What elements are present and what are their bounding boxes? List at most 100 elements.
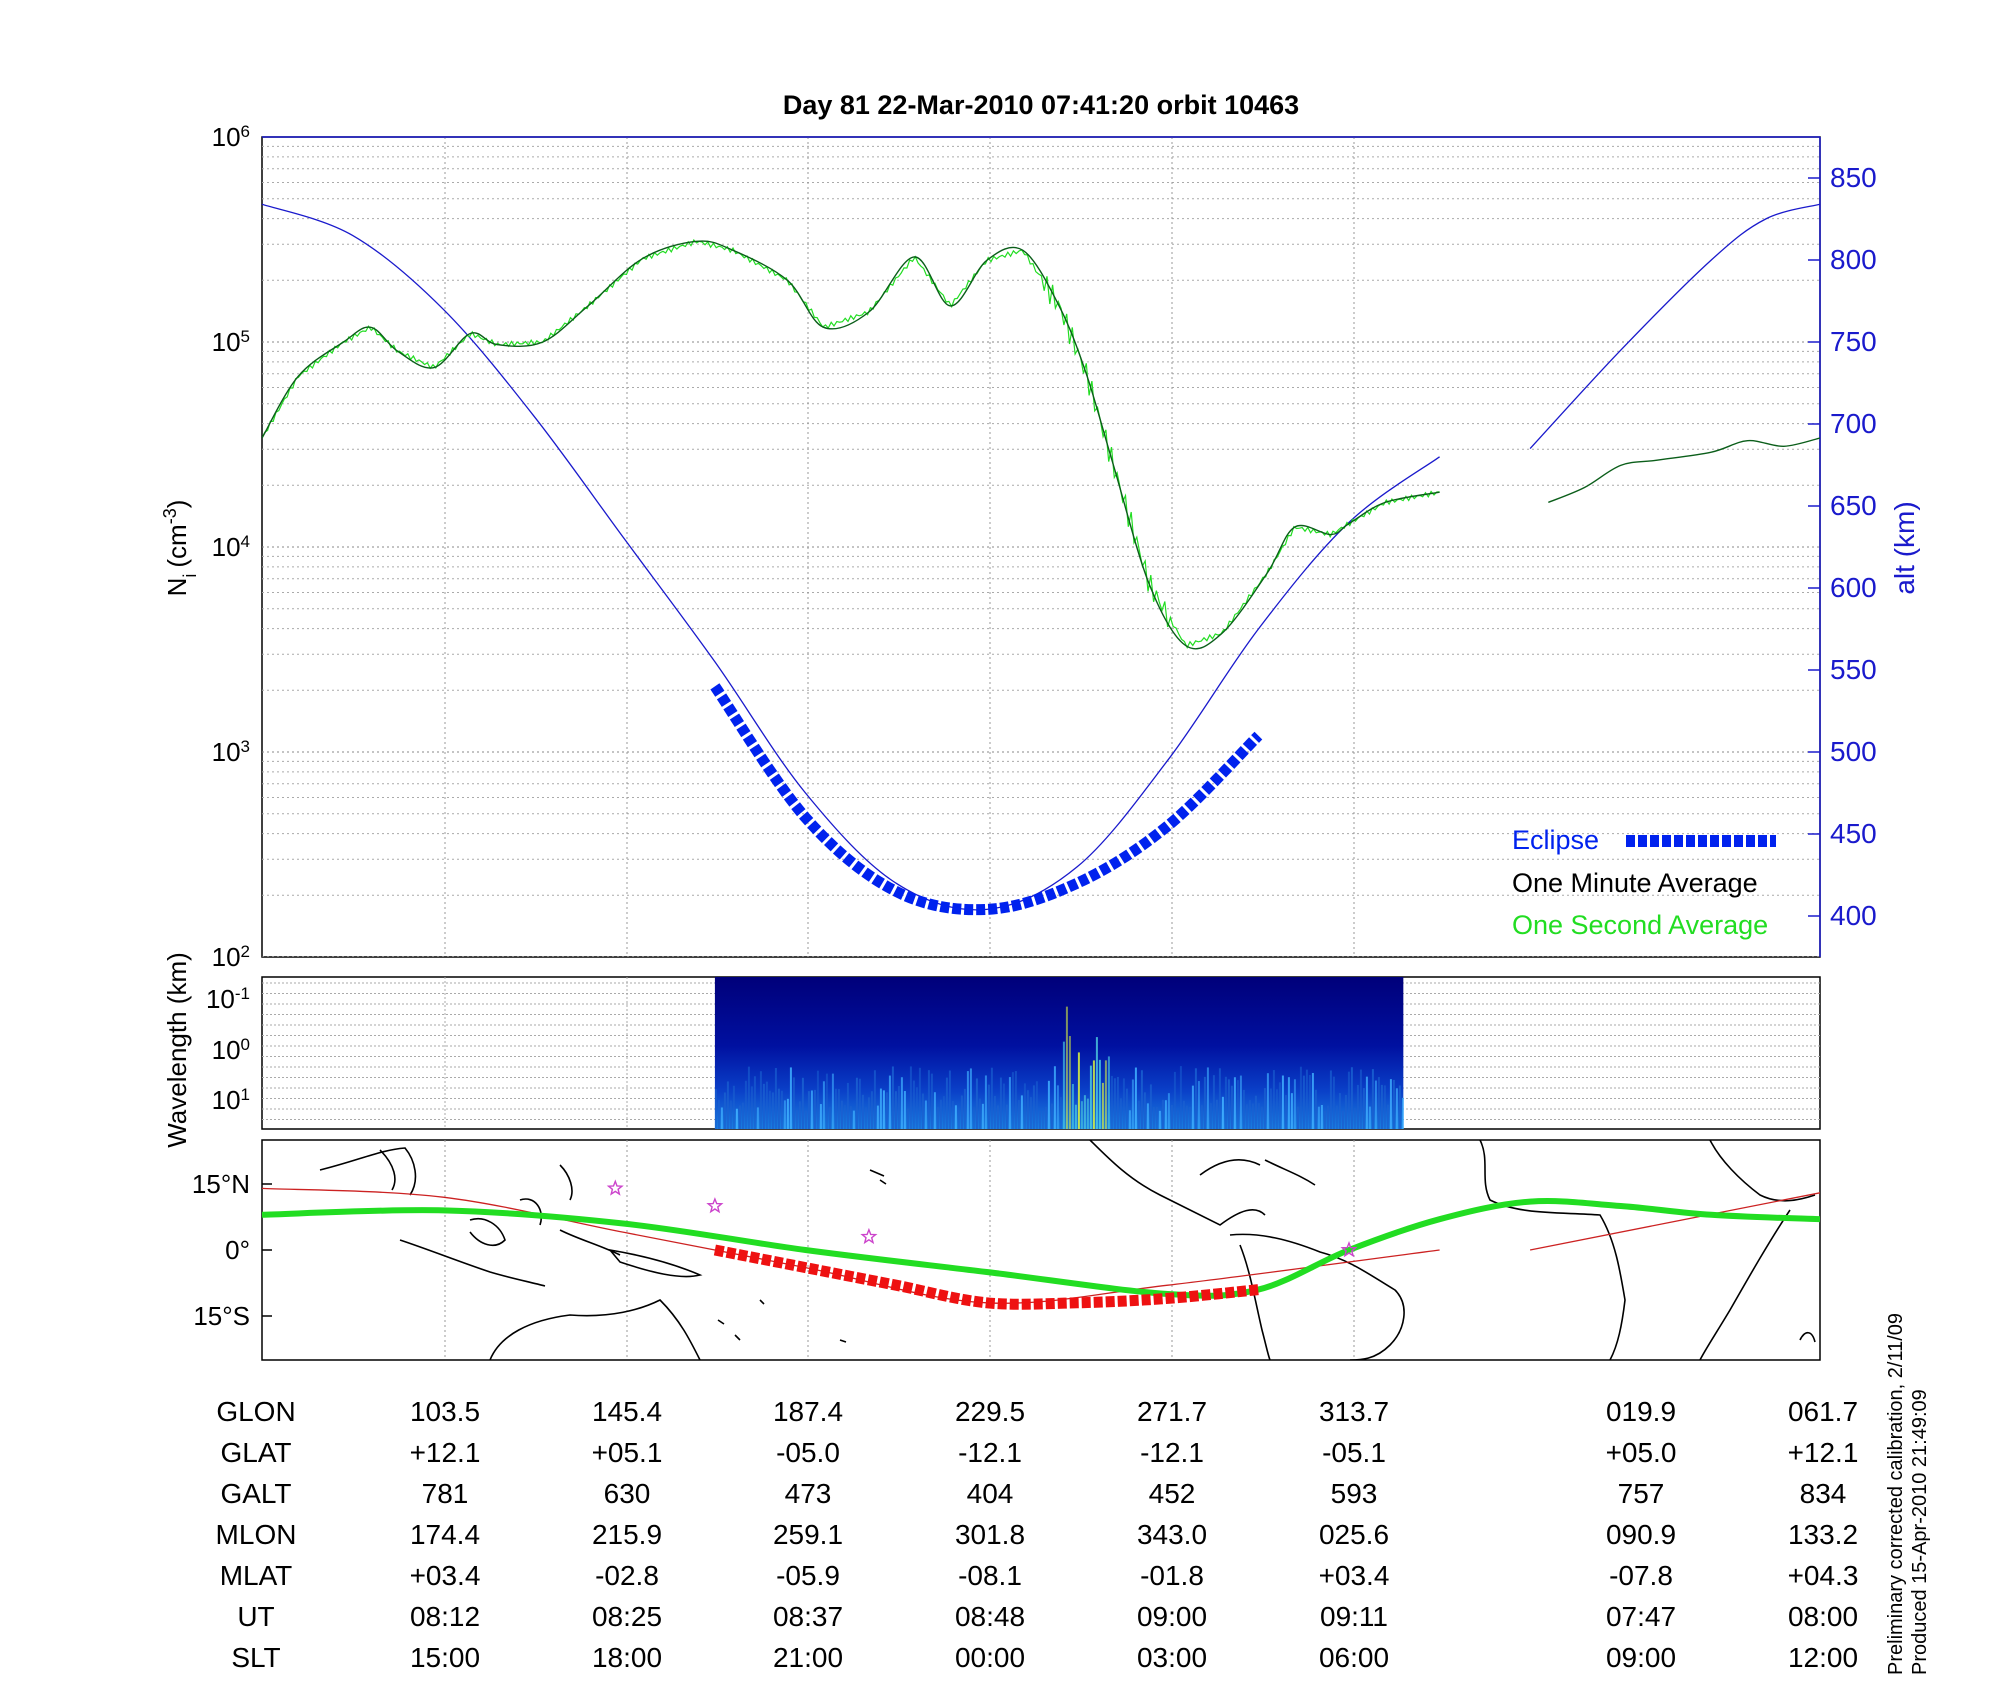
spectrogram-bar [1383, 1085, 1386, 1129]
spectrogram-bar [1284, 1095, 1287, 1129]
spectrogram-bar [1065, 1006, 1068, 1129]
spectrogram-bar [1107, 1056, 1110, 1129]
table-cell: 174.4 [410, 1519, 480, 1550]
table-cell: -12.1 [1140, 1437, 1204, 1468]
table-row-label: SLT [231, 1642, 280, 1673]
table-cell: 08:37 [773, 1601, 843, 1632]
spectrogram-bar [867, 1097, 870, 1129]
spectrogram-bar [813, 1089, 816, 1129]
spectrogram-bar [972, 1107, 975, 1129]
spectrogram-bar [774, 1068, 777, 1129]
spectrogram-bar [897, 1086, 900, 1129]
spectrogram-bar [906, 1108, 909, 1129]
spectrogram-bar [939, 1099, 942, 1129]
spectrogram-bar [1062, 1041, 1065, 1129]
spectrogram-bar [1074, 1104, 1077, 1129]
spectrogram-bar [1233, 1077, 1236, 1129]
spectrogram-bar [1026, 1090, 1029, 1129]
coastline-south-america [1229, 1233, 1405, 1360]
spectrogram-bar [993, 1095, 996, 1129]
spectrogram-bar [1341, 1110, 1344, 1129]
spectrogram-bar [981, 1103, 984, 1129]
spectrogram-bar [1338, 1093, 1341, 1129]
spectrogram-bar [1239, 1075, 1242, 1129]
spectrogram-bar [777, 1088, 780, 1129]
map-y-ticks: 15°N 0° 15°S [192, 1169, 272, 1331]
one-minute-average-line-segment-2 [1548, 437, 1820, 504]
spectrogram-bar [1317, 1106, 1320, 1129]
spectrogram-bar [1257, 1103, 1260, 1129]
coastline-africa [1479, 1140, 1816, 1360]
spectrogram-bar [1254, 1095, 1257, 1129]
spectrogram-bar [858, 1078, 861, 1129]
altitude-tick-label: 550 [1830, 654, 1877, 685]
spectrogram-bar [1032, 1085, 1035, 1129]
spectrogram-bar [891, 1066, 894, 1129]
spectrogram-bar [1170, 1104, 1173, 1129]
spectrogram-bar [1281, 1075, 1284, 1129]
spectrogram-bar [1182, 1100, 1185, 1129]
table-cell: +04.3 [1788, 1560, 1859, 1591]
spectrogram-bar [1368, 1106, 1371, 1129]
map-y-tick-label: 15°N [192, 1169, 250, 1199]
spectrogram-bar [1359, 1069, 1362, 1129]
spectrogram-bar [1014, 1071, 1017, 1129]
spectrogram-y-tick-label: 100 [212, 1035, 250, 1066]
spectrogram-bar [984, 1075, 987, 1129]
spectrogram-bar [1194, 1068, 1197, 1129]
spectrogram-bar [804, 1110, 807, 1129]
coastline-madagascar [1799, 1331, 1816, 1343]
spectrogram-bar [999, 1077, 1002, 1129]
spectrogram-bar [951, 1100, 954, 1129]
spectrogram-bar [933, 1092, 936, 1129]
spectrogram-bar [795, 1109, 798, 1129]
spectrogram-bar [1323, 1110, 1326, 1129]
spectrogram-bar [1230, 1085, 1233, 1129]
spectrogram-bar [1392, 1079, 1395, 1129]
density-panel: 106 105 104 103 102 850 800 750 700 650 600 550 500… [160, 122, 1920, 973]
spectrogram-bar [1050, 1103, 1053, 1129]
coastline-new-guinea [608, 1248, 703, 1278]
spectrogram-bar [807, 1091, 810, 1129]
spectrogram-bar [756, 1107, 759, 1129]
spectrogram-bar [738, 1105, 741, 1129]
spectrogram-bar [1092, 1060, 1095, 1129]
spectrogram-bar [882, 1090, 885, 1129]
table-row-label: MLON [216, 1519, 297, 1550]
spectrogram-bar [963, 1088, 966, 1129]
spectrogram-bar [1059, 1097, 1062, 1129]
table-cell: 834 [1800, 1478, 1847, 1509]
table-cell: +05.1 [592, 1437, 663, 1468]
spectrogram-bar [888, 1075, 891, 1129]
spectrogram-bar [1386, 1104, 1389, 1129]
table-cell: 08:00 [1788, 1601, 1858, 1632]
legend-eclipse-label: Eclipse [1512, 825, 1599, 855]
spectrogram-bar [1290, 1093, 1293, 1129]
spectrogram-bar [1266, 1073, 1269, 1129]
spectrogram-bar [732, 1085, 735, 1129]
spectrogram-bar [1104, 1060, 1107, 1129]
table-cell: 781 [422, 1478, 469, 1509]
spectrogram-bar [1098, 1059, 1101, 1129]
table-cell: 03:00 [1137, 1642, 1207, 1673]
spectrogram-bar [1122, 1078, 1125, 1129]
spectrogram-bar [1287, 1077, 1290, 1129]
table-cell: 12:00 [1788, 1642, 1858, 1673]
density-plot-frame [261, 136, 1821, 958]
spectrogram-bar [987, 1084, 990, 1129]
table-cell: +12.1 [1788, 1437, 1859, 1468]
spectrogram-bar [759, 1071, 762, 1129]
spectrogram-bar [1245, 1104, 1248, 1129]
spectrogram-bar [1167, 1093, 1170, 1129]
spectrogram-bar [1119, 1098, 1122, 1129]
spectrogram-bar [1260, 1106, 1263, 1129]
map-y-tick-label: 15°S [193, 1301, 250, 1331]
spectrogram-bar [1179, 1066, 1182, 1129]
density-y-tick-label: 102 [212, 942, 250, 973]
spectrogram-bar [846, 1082, 849, 1129]
spectrogram-bar [723, 1092, 726, 1129]
table-cell: +03.4 [1319, 1560, 1390, 1591]
spectrogram-bar [1356, 1084, 1359, 1129]
spectrogram-bar [1143, 1092, 1146, 1129]
spectrogram-bar [924, 1100, 927, 1129]
